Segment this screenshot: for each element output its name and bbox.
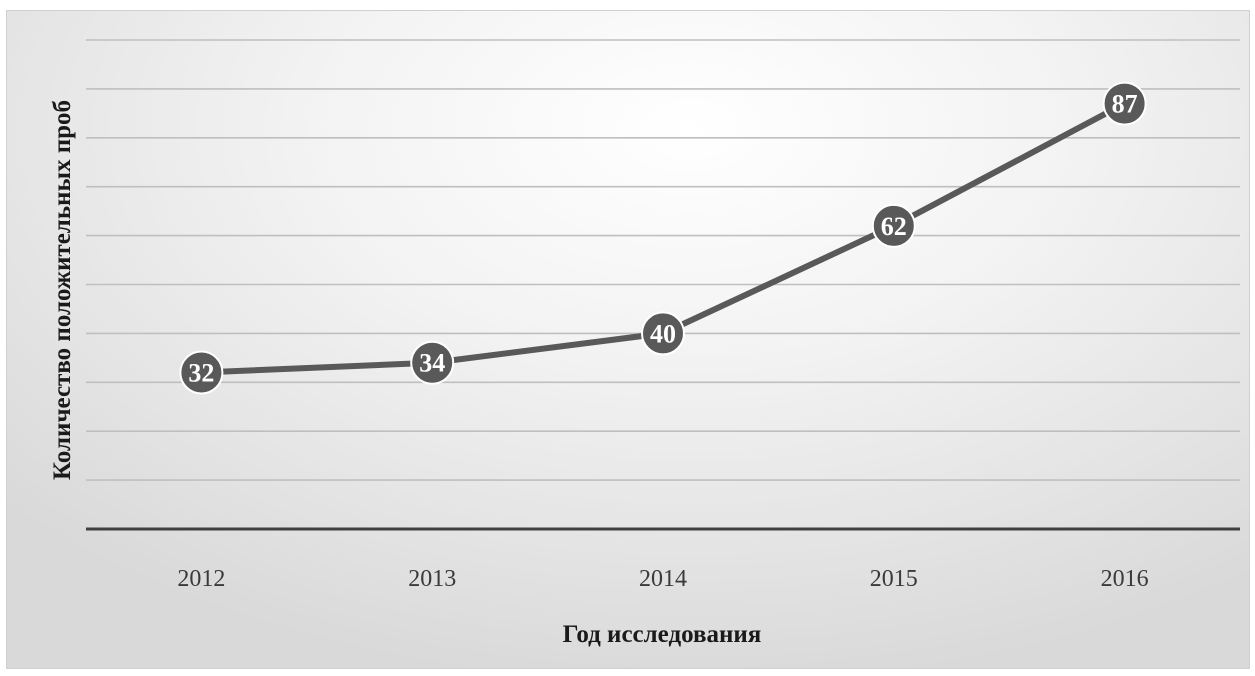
x-tick-label: 2015 bbox=[870, 566, 918, 592]
x-tick-label: 2012 bbox=[177, 566, 225, 592]
gridlines bbox=[86, 39, 1240, 481]
x-axis-title: Год исследования bbox=[563, 621, 762, 648]
series-layer: 32 34 40 62 87 bbox=[179, 81, 1147, 395]
x-tick-labels: 2012 2013 2014 2015 2016 bbox=[177, 566, 1148, 592]
y-axis-title: Количество положительных проб bbox=[49, 100, 76, 480]
data-label: 62 bbox=[881, 212, 907, 241]
data-point-marker bbox=[410, 340, 455, 385]
x-tick-label: 2016 bbox=[1101, 566, 1149, 592]
x-tick-label: 2014 bbox=[639, 566, 687, 592]
data-point-marker bbox=[179, 350, 224, 395]
data-label: 34 bbox=[419, 349, 445, 378]
data-point-marker bbox=[1102, 81, 1147, 126]
data-label: 87 bbox=[1112, 90, 1138, 119]
x-tick-label: 2013 bbox=[408, 566, 456, 592]
data-label: 32 bbox=[188, 359, 214, 388]
data-point-marker bbox=[641, 311, 685, 356]
data-label: 40 bbox=[650, 319, 676, 348]
data-point-marker bbox=[871, 203, 916, 248]
